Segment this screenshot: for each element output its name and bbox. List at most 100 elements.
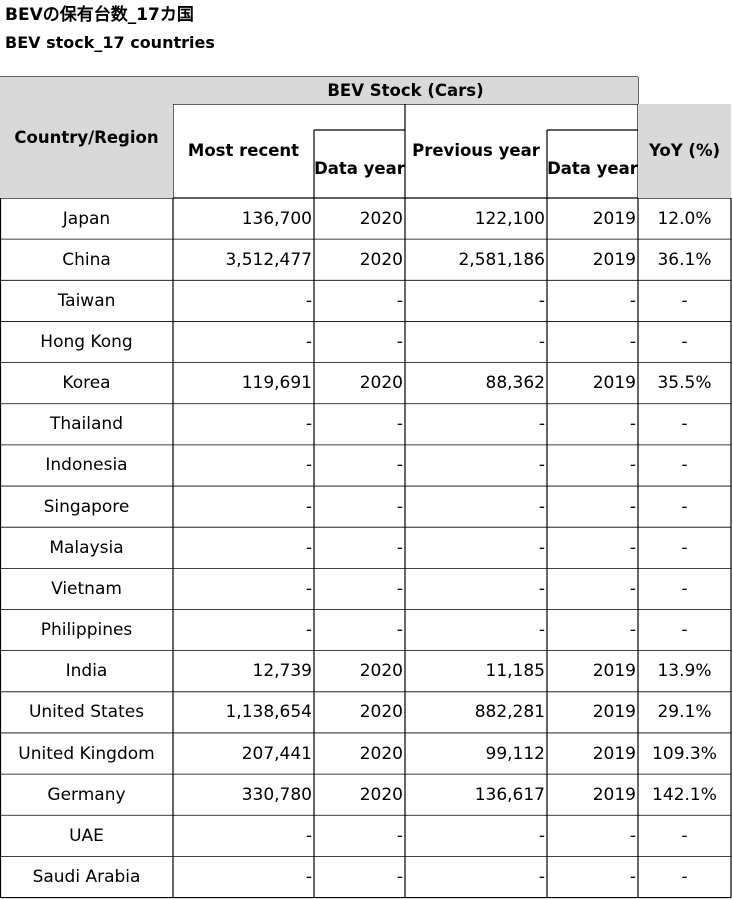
cell-most-recent: - — [305, 620, 312, 641]
cell-previous-year: 122,100 — [474, 208, 545, 229]
cell-previous-year: - — [538, 578, 545, 599]
cell-previous-year: - — [538, 332, 545, 352]
cell-country: Philippines — [40, 620, 133, 641]
cell-yoy: 13.9% — [657, 661, 712, 682]
cell-most-recent: 119,691 — [241, 373, 312, 394]
cell-data-year: 2020 — [359, 784, 403, 805]
cell-previous-year: - — [538, 290, 545, 311]
cell-previous-year: - — [538, 414, 545, 435]
cell-country: Korea — [62, 373, 111, 394]
cell-data-year-prev: - — [629, 537, 636, 558]
cell-country: Singapore — [43, 496, 130, 517]
header-previous-year: Previous year — [412, 141, 540, 160]
header-country: Country/Region — [0, 77, 173, 198]
cell-data-year: 2020 — [359, 743, 403, 764]
cell-data-year-prev: 2019 — [592, 784, 636, 805]
cell-data-year: - — [396, 866, 403, 887]
header-yoy: YoY (%) — [638, 104, 731, 198]
cell-most-recent: 207,441 — [241, 743, 312, 764]
cell-country: United States — [28, 702, 145, 723]
cell-yoy: 12.0% — [657, 208, 712, 229]
cell-data-year: 2020 — [359, 208, 403, 229]
cell-most-recent: - — [305, 578, 312, 599]
cell-data-year-prev: - — [629, 825, 636, 846]
cell-data-year-prev: 2019 — [592, 208, 636, 229]
cell-data-year-prev: - — [629, 290, 636, 311]
cell-data-year: - — [396, 496, 403, 517]
cell-data-year: - — [396, 290, 403, 311]
cell-yoy: - — [681, 578, 688, 599]
cell-data-year-prev: 2019 — [592, 373, 636, 394]
cell-data-year: - — [396, 578, 403, 599]
cell-data-year: - — [396, 455, 403, 476]
cell-data-year: - — [396, 537, 403, 558]
cell-yoy: - — [681, 290, 688, 311]
cell-yoy: - — [681, 620, 688, 641]
cell-country: Indonesia — [45, 455, 128, 476]
cell-yoy: 142.1% — [652, 784, 717, 805]
title-english: BEV stock_17 countries — [5, 33, 215, 52]
cell-most-recent: - — [305, 290, 312, 311]
cell-data-year-prev: 2019 — [592, 702, 636, 723]
title-japanese: BEVの保有台数_17カ国 — [5, 5, 194, 25]
cell-country: Germany — [47, 784, 126, 805]
cell-country: India — [65, 661, 108, 682]
cell-yoy: - — [681, 455, 688, 476]
cell-data-year-prev: - — [629, 496, 636, 517]
cell-most-recent: 12,739 — [252, 661, 312, 682]
cell-previous-year: 2,581,186 — [458, 249, 545, 270]
cell-yoy: 35.5% — [657, 373, 712, 394]
header-data-year-prev: Data year — [547, 159, 638, 178]
cell-yoy: - — [681, 866, 688, 887]
cell-data-year-prev: - — [629, 455, 636, 476]
cell-previous-year: - — [538, 455, 545, 476]
cell-previous-year: - — [538, 825, 545, 846]
cell-country: United Kingdom — [18, 743, 155, 764]
cell-country: China — [62, 249, 111, 270]
header-data-year: Data year — [314, 159, 405, 178]
cell-country: UAE — [69, 825, 104, 846]
cell-data-year: 2020 — [359, 373, 403, 394]
cell-country: Saudi Arabia — [32, 866, 141, 887]
cell-country: Taiwan — [57, 290, 116, 311]
cell-data-year-prev: - — [629, 578, 636, 599]
cell-data-year: - — [396, 332, 403, 352]
cell-most-recent: - — [305, 537, 312, 558]
cell-previous-year: 882,281 — [474, 702, 545, 723]
cell-yoy: - — [681, 537, 688, 558]
cell-data-year: - — [396, 620, 403, 641]
cell-yoy: - — [681, 496, 688, 517]
cell-country: Japan — [62, 208, 111, 229]
cell-most-recent: - — [305, 414, 312, 435]
cell-previous-year: 99,112 — [485, 743, 545, 764]
header-bev-stock-group: BEV Stock (Cars) — [173, 77, 638, 104]
cell-data-year-prev: 2019 — [592, 661, 636, 682]
cell-most-recent: - — [305, 496, 312, 517]
cell-country: Hong Kong — [40, 332, 133, 352]
cell-yoy: - — [681, 332, 688, 352]
cell-country: Malaysia — [49, 537, 124, 558]
cell-most-recent: 330,780 — [241, 784, 312, 805]
cell-data-year: 2020 — [359, 661, 403, 682]
cell-yoy: - — [681, 825, 688, 846]
cell-data-year-prev: - — [629, 332, 636, 352]
cell-most-recent: - — [305, 455, 312, 476]
cell-data-year-prev: - — [629, 414, 636, 435]
cell-previous-year: 11,185 — [485, 661, 545, 682]
cell-country: Thailand — [49, 414, 123, 435]
cell-most-recent: 136,700 — [241, 208, 312, 229]
cell-data-year: - — [396, 414, 403, 435]
cell-previous-year: 136,617 — [474, 784, 545, 805]
cell-data-year: 2020 — [359, 249, 403, 270]
cell-most-recent: - — [305, 825, 312, 846]
cell-most-recent: 3,512,477 — [225, 249, 312, 270]
cell-data-year: 2020 — [359, 702, 403, 723]
cell-most-recent: - — [305, 332, 312, 352]
cell-most-recent: - — [305, 866, 312, 887]
cell-yoy: - — [681, 414, 688, 435]
cell-data-year-prev: - — [629, 620, 636, 641]
cell-yoy: 29.1% — [657, 702, 712, 723]
cell-previous-year: - — [538, 496, 545, 517]
cell-data-year-prev: 2019 — [592, 249, 636, 270]
cell-previous-year: - — [538, 866, 545, 887]
